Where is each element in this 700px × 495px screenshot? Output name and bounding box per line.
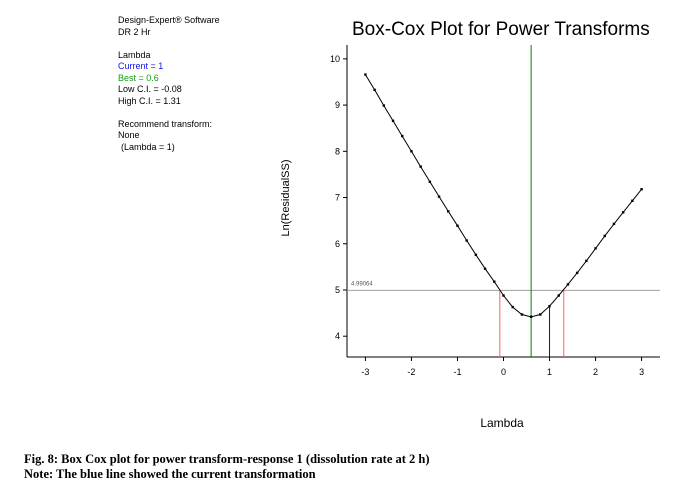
data-point xyxy=(465,239,468,242)
data-point xyxy=(511,305,514,309)
data-point xyxy=(603,234,606,238)
caption-line-1: Fig. 8: Box Cox plot for power transform… xyxy=(24,452,430,466)
caption-line-2: Note: The blue line showed the current t… xyxy=(24,467,316,481)
x-tick-label: 1 xyxy=(547,367,552,377)
data-point xyxy=(419,165,422,168)
y-tick-label: 10 xyxy=(330,54,340,64)
y-tick-label: 7 xyxy=(335,193,340,203)
threshold-label: 4.99064 xyxy=(351,281,373,287)
data-point xyxy=(474,253,478,257)
y-tick-label: 8 xyxy=(335,146,340,156)
recommend-value: None xyxy=(118,130,140,140)
data-point xyxy=(502,294,505,297)
x-tick-label: 2 xyxy=(593,367,598,377)
current-lambda-text: Current = 1 xyxy=(118,61,164,71)
high-ci-text: High C.I. = 1.31 xyxy=(118,95,181,106)
data-point xyxy=(493,280,496,283)
y-tick-label: 4 xyxy=(335,331,340,341)
low-ci-text: Low C.I. = -0.08 xyxy=(118,84,182,94)
data-point xyxy=(520,313,524,316)
data-point xyxy=(529,315,533,318)
x-tick-label: -3 xyxy=(361,367,369,377)
data-point xyxy=(548,304,551,308)
data-point xyxy=(631,199,634,202)
recommend-lambda: (Lambda = 1) xyxy=(121,141,175,152)
data-point xyxy=(557,294,560,297)
best-lambda-text: Best = 0.6 xyxy=(118,72,159,83)
residual-ss-curve xyxy=(364,74,642,318)
data-point xyxy=(575,271,579,275)
data-point xyxy=(382,104,386,107)
data-point xyxy=(566,283,570,286)
data-point xyxy=(373,88,376,92)
y-tick-label: 6 xyxy=(335,239,340,249)
data-point xyxy=(364,73,367,76)
lambda-header: Lambda xyxy=(118,49,151,60)
data-point xyxy=(585,259,588,263)
data-point xyxy=(621,211,625,214)
data-point xyxy=(447,210,450,213)
x-tick-label: -2 xyxy=(407,367,415,377)
y-tick-label: 9 xyxy=(335,100,340,110)
recommend-header: Recommend transform: xyxy=(118,118,213,129)
y-tick-label: 5 xyxy=(335,285,340,295)
data-point xyxy=(401,134,404,138)
x-tick-label: 0 xyxy=(501,367,506,377)
response-name: DR 2 Hr xyxy=(118,26,151,37)
data-point xyxy=(410,150,413,153)
data-point xyxy=(539,313,542,316)
data-point xyxy=(437,195,441,198)
x-tick-label: 3 xyxy=(639,367,644,377)
x-axis-label: Lambda xyxy=(480,416,524,430)
figure-caption: Fig. 8: Box Cox plot for power transform… xyxy=(24,452,430,482)
data-point xyxy=(483,267,487,270)
chart-title: Box-Cox Plot for Power Transforms xyxy=(352,19,650,40)
data-point xyxy=(428,180,432,184)
software-name: Design-Expert® Software xyxy=(118,15,220,25)
data-point xyxy=(391,119,395,123)
x-tick-label: -1 xyxy=(453,367,461,377)
data-point xyxy=(456,224,459,227)
data-point xyxy=(640,188,643,191)
data-point xyxy=(612,222,616,226)
software-info-panel: Design-Expert® Software DR 2 Hr Lambda C… xyxy=(118,15,220,153)
data-point xyxy=(594,247,597,250)
